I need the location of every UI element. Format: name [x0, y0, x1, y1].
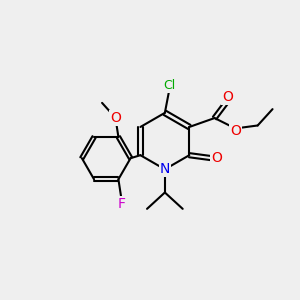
Text: Cl: Cl: [163, 79, 176, 92]
Text: F: F: [117, 197, 125, 211]
Text: O: O: [212, 151, 222, 165]
Text: O: O: [110, 111, 121, 125]
Text: N: N: [160, 162, 170, 176]
Text: O: O: [230, 124, 241, 138]
Text: O: O: [223, 90, 233, 104]
